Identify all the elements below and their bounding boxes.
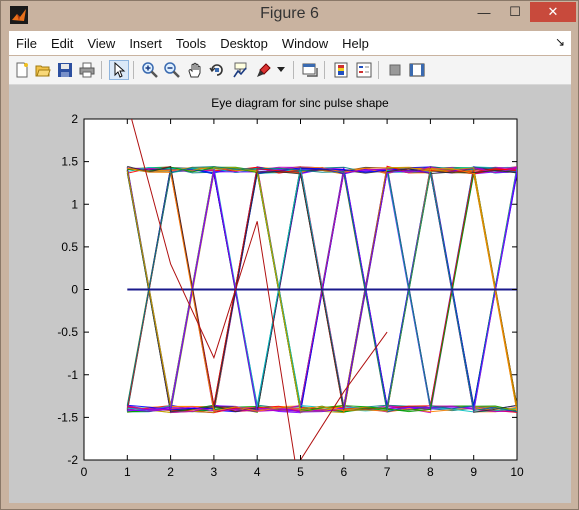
eye-trace [127,166,517,413]
y-tick-label: 0.5 [61,240,78,254]
x-tick-label: 5 [297,465,304,479]
eye-trace [127,167,517,411]
y-tick-label: -2 [67,453,78,467]
hide-plot-tools-icon[interactable] [385,60,405,80]
brush-icon[interactable] [254,60,274,80]
x-tick-label: 10 [510,465,524,479]
menu-tools[interactable]: Tools [175,35,207,51]
y-tick-label: 2 [71,112,78,126]
y-tick-label: -1.5 [57,410,78,424]
new-figure-icon[interactable] [12,60,32,80]
x-tick-label: 6 [340,465,347,479]
y-tick-label: 0 [71,283,78,297]
save-figure-icon[interactable] [55,60,75,80]
y-tick-label: -0.5 [57,325,78,339]
window-title: Figure 6 [260,5,319,22]
y-tick-label: 1 [71,197,78,211]
x-tick-label: 9 [470,465,477,479]
figure-toolbar [9,56,571,85]
menu-edit[interactable]: Edit [50,35,74,51]
minimize-icon: — [477,4,491,20]
x-tick-label: 3 [211,465,218,479]
figure-canvas: 0 1 2 3 4 5 6 7 8 9 10 2 1.5 1 0.5 0 -0.5 -1 -1.5 -2 Eye di… [9,85,571,503]
pan-hand-icon[interactable] [185,60,205,80]
eye-trace [126,166,517,414]
maximize-icon: ☐ [509,4,521,19]
eye-traces [126,119,517,460]
y-tick-label: 1.5 [61,155,78,169]
matlab-logo-icon [10,6,28,24]
zoom-out-icon[interactable] [162,60,182,80]
x-tick-label: 2 [167,465,174,479]
eye-trace [126,166,517,413]
brush-dropdown-icon[interactable] [275,60,287,80]
insert-legend-icon[interactable] [354,60,374,80]
x-tick-label: 0 [81,465,88,479]
eye-diagram-plot[interactable]: 0 1 2 3 4 5 6 7 8 9 10 2 1.5 1 0.5 0 -0.5 -1 -1.5 -2 Eye di… [9,85,571,503]
link-plot-icon[interactable] [300,60,320,80]
zoom-in-icon[interactable] [140,60,160,80]
y-tick-label: -1 [67,368,78,382]
print-figure-icon[interactable] [77,60,97,80]
x-tick-label: 7 [384,465,391,479]
toolbar-separator [293,61,294,79]
chart-title: Eye diagram for sinc pulse shape [211,96,389,110]
toolbar-separator [101,61,102,79]
outlier-trace [131,119,388,460]
data-cursor-icon[interactable] [230,60,250,80]
insert-colorbar-icon[interactable] [331,60,351,80]
title-bar[interactable]: Figure 6 — ☐ ✕ [1,1,578,29]
menu-view[interactable]: View [87,35,116,51]
close-icon: ✕ [547,4,559,19]
eye-trace [127,167,517,412]
close-button[interactable]: ✕ [530,2,576,22]
menu-insert[interactable]: Insert [129,35,162,51]
toolbar-separator [324,61,325,79]
edit-plot-arrow-icon[interactable] [109,60,129,80]
open-file-icon[interactable] [33,60,53,80]
maximize-button[interactable]: ☐ [501,2,529,22]
x-tick-label: 1 [124,465,131,479]
dock-figure-icon[interactable]: ↘ [554,35,565,49]
toolbar-separator [133,61,134,79]
menu-help[interactable]: Help [342,35,369,51]
menu-window[interactable]: Window [281,35,329,51]
axis-ticks: 0 1 2 3 4 5 6 7 8 9 10 2 1.5 1 0.5 0 -0.5 -1 -1.5 -2 [57,112,524,479]
rotate-3d-icon[interactable] [207,60,227,80]
menu-file[interactable]: File [16,35,37,51]
x-tick-label: 4 [254,465,261,479]
eye-trace [127,169,517,413]
x-tick-label: 8 [427,465,434,479]
minimize-button[interactable]: — [469,2,499,22]
menu-bar: File Edit View Insert Tools Desktop Wind… [9,31,571,55]
menu-desktop[interactable]: Desktop [220,35,268,51]
toolbar-separator [378,61,379,79]
show-plot-tools-icon[interactable] [407,60,427,80]
